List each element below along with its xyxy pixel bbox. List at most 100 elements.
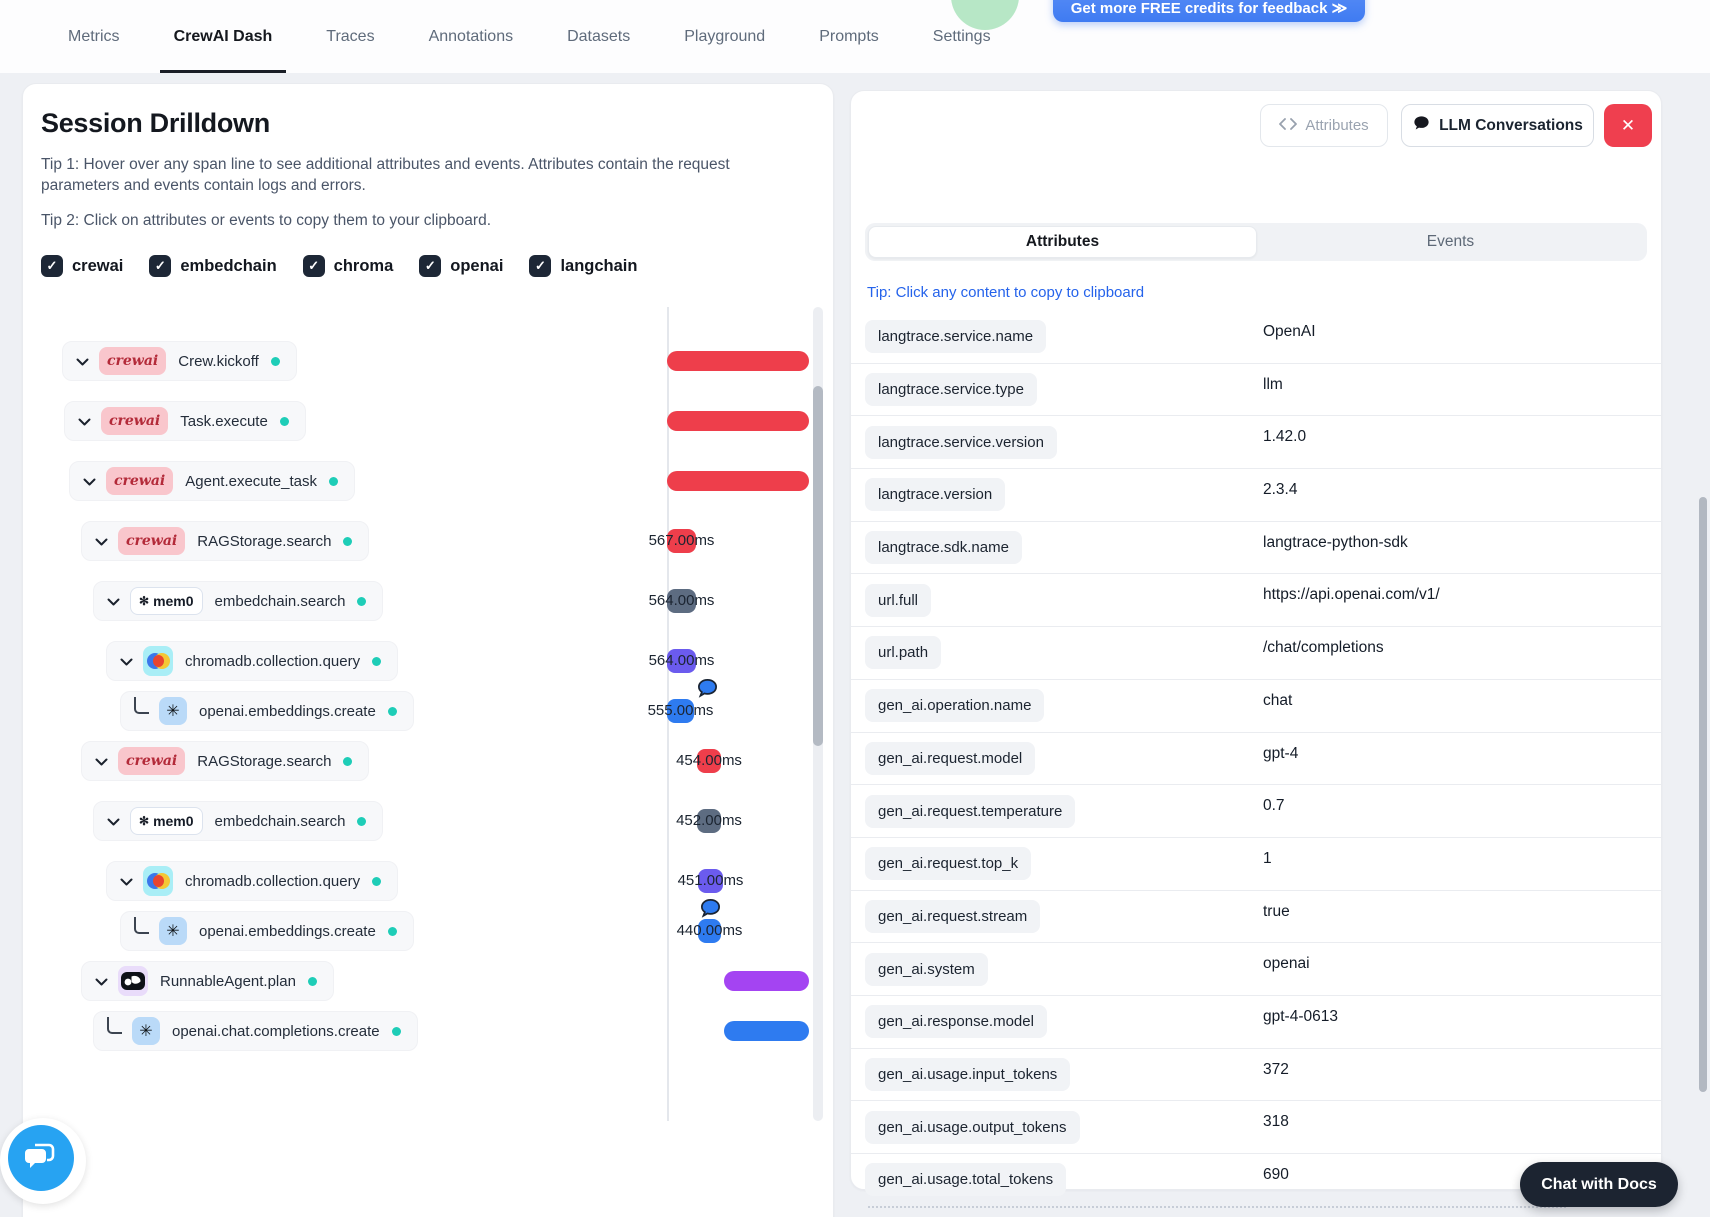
filter-crewai[interactable]: ✓ crewai bbox=[41, 255, 123, 277]
chevron-down-icon[interactable] bbox=[120, 653, 133, 670]
attribute-key-pill[interactable]: gen_ai.request.temperature bbox=[865, 794, 1076, 828]
chevron-down-icon[interactable] bbox=[83, 473, 96, 490]
tab-prompts[interactable]: Prompts bbox=[819, 27, 879, 45]
span-row-runnableagent-plan[interactable]: RunnableAgent.plan bbox=[81, 961, 334, 1001]
span-duration-bar[interactable] bbox=[698, 869, 723, 893]
attribute-value[interactable]: llm bbox=[1263, 375, 1283, 393]
attribute-value[interactable]: chat bbox=[1263, 691, 1293, 709]
span-duration-bar[interactable] bbox=[667, 471, 809, 491]
attribute-value[interactable]: gpt-4 bbox=[1263, 744, 1299, 762]
attribute-key-pill[interactable]: gen_ai.operation.name bbox=[865, 689, 1045, 723]
span-duration-bar[interactable] bbox=[667, 589, 696, 613]
tab-events[interactable]: Events bbox=[1426, 233, 1475, 250]
attribute-value[interactable]: 1 bbox=[1263, 849, 1272, 867]
attribute-key-pill[interactable]: langtrace.sdk.name bbox=[865, 531, 1022, 565]
span-duration-bar[interactable] bbox=[724, 971, 809, 991]
attributes-view-button[interactable]: Attributes bbox=[1260, 104, 1388, 147]
tab-annotations[interactable]: Annotations bbox=[428, 27, 514, 45]
attribute-key-pill[interactable]: gen_ai.usage.total_tokens bbox=[865, 1163, 1067, 1197]
llm-bubble-icon[interactable] bbox=[696, 677, 719, 705]
chevron-down-icon[interactable] bbox=[78, 413, 91, 430]
chat-with-docs-button[interactable]: Chat with Docs bbox=[1520, 1162, 1678, 1207]
llm-bubble-icon[interactable] bbox=[699, 897, 722, 925]
checkbox-crewai[interactable]: ✓ bbox=[41, 255, 63, 277]
span-row-embedchain-search[interactable]: ✻ mem0 embedchain.search bbox=[93, 801, 384, 841]
span-row-chromadb-collection-query[interactable]: chromadb.collection.query bbox=[106, 641, 399, 681]
attribute-key-pill[interactable]: gen_ai.system bbox=[865, 952, 988, 986]
attribute-key-pill[interactable]: gen_ai.usage.output_tokens bbox=[865, 1110, 1080, 1144]
attribute-key-pill[interactable]: gen_ai.request.stream bbox=[865, 899, 1041, 933]
span-duration-bar[interactable] bbox=[698, 919, 721, 943]
chevron-down-icon[interactable] bbox=[107, 813, 120, 830]
attribute-key-pill[interactable]: langtrace.service.name bbox=[865, 320, 1047, 354]
tab-datasets[interactable]: Datasets bbox=[567, 27, 631, 45]
attribute-key-pill[interactable]: langtrace.version bbox=[865, 478, 1006, 512]
span-row-openai-embeddings-create[interactable]: ✳ openai.embeddings.create bbox=[120, 911, 414, 951]
span-row-chromadb-collection-query[interactable]: chromadb.collection.query bbox=[106, 861, 399, 901]
span-duration-bar[interactable] bbox=[667, 699, 694, 723]
chevron-down-icon[interactable] bbox=[95, 973, 108, 990]
checkbox-openai[interactable]: ✓ bbox=[419, 255, 442, 277]
copy-tip-link[interactable]: Tip: Click any content to copy to clipbo… bbox=[867, 284, 1145, 301]
attribute-key-pill[interactable]: gen_ai.request.top_k bbox=[865, 847, 1032, 881]
span-duration-bar[interactable] bbox=[667, 411, 809, 431]
tab-settings[interactable]: Settings bbox=[932, 27, 991, 45]
close-button[interactable]: ✕ bbox=[1604, 104, 1652, 147]
attribute-key-pill[interactable]: url.full bbox=[865, 583, 932, 617]
free-credits-button[interactable]: Get more FREE credits for feedback ≫ bbox=[1053, 0, 1365, 22]
attribute-value[interactable]: true bbox=[1263, 902, 1290, 920]
attribute-key-pill[interactable]: langtrace.service.version bbox=[865, 425, 1057, 459]
span-row-ragstorage-search[interactable]: crewai RAGStorage.search bbox=[81, 741, 370, 781]
checkbox-chroma[interactable]: ✓ bbox=[302, 255, 325, 277]
chevron-down-icon[interactable] bbox=[76, 353, 89, 370]
panel-scrollbar-thumb[interactable] bbox=[813, 386, 823, 746]
filter-chroma[interactable]: ✓ chroma bbox=[302, 255, 393, 277]
tab-metrics[interactable]: Metrics bbox=[68, 27, 120, 45]
chevron-down-icon[interactable] bbox=[95, 753, 108, 770]
attribute-key-pill[interactable]: url.path bbox=[865, 636, 942, 670]
span-row-crew-kickoff[interactable]: crewai Crew.kickoff bbox=[62, 341, 297, 381]
span-row-openai-chat-completions-create[interactable]: ✳ openai.chat.completions.create bbox=[93, 1011, 418, 1051]
span-row-task-execute[interactable]: crewai Task.execute bbox=[64, 401, 306, 441]
filter-langchain[interactable]: ✓ langchain bbox=[529, 255, 637, 277]
tab-traces[interactable]: Traces bbox=[326, 27, 375, 45]
span-row-ragstorage-search[interactable]: crewai RAGStorage.search bbox=[81, 521, 370, 561]
attribute-value[interactable]: gpt-4-0613 bbox=[1263, 1007, 1338, 1025]
tab-attributes[interactable]: Attributes bbox=[868, 226, 1257, 258]
attribute-value[interactable]: 318 bbox=[1263, 1113, 1289, 1131]
attribute-key-pill[interactable]: gen_ai.response.model bbox=[865, 1005, 1047, 1039]
span-duration-bar[interactable] bbox=[697, 749, 721, 773]
chevron-down-icon[interactable] bbox=[95, 533, 108, 550]
span-duration-bar[interactable] bbox=[667, 351, 809, 371]
span-duration-bar[interactable] bbox=[724, 1021, 809, 1041]
attribute-value[interactable]: OpenAI bbox=[1263, 323, 1316, 340]
checkbox-embedchain[interactable]: ✓ bbox=[149, 255, 172, 277]
span-duration-bar[interactable] bbox=[667, 649, 696, 673]
attribute-key-pill[interactable]: gen_ai.request.model bbox=[865, 741, 1036, 775]
attribute-value[interactable]: 0.7 bbox=[1263, 797, 1285, 815]
attribute-value[interactable]: /chat/completions bbox=[1263, 639, 1384, 657]
tab-playground[interactable]: Playground bbox=[684, 27, 766, 45]
attribute-value[interactable]: openai bbox=[1263, 955, 1310, 973]
chevron-down-icon[interactable] bbox=[107, 593, 120, 610]
chat-widget-button[interactable] bbox=[8, 1125, 74, 1191]
checkbox-langchain[interactable]: ✓ bbox=[529, 255, 552, 277]
attribute-value[interactable]: 372 bbox=[1263, 1060, 1289, 1078]
filter-embedchain[interactable]: ✓ embedchain bbox=[149, 255, 277, 277]
filter-openai[interactable]: ✓ openai bbox=[419, 255, 503, 277]
attribute-key-pill[interactable]: langtrace.service.type bbox=[865, 373, 1037, 407]
span-row-openai-embeddings-create[interactable]: ✳ openai.embeddings.create bbox=[120, 691, 414, 731]
attribute-value[interactable]: 1.42.0 bbox=[1263, 428, 1307, 446]
attribute-value[interactable]: langtrace-python-sdk bbox=[1263, 533, 1408, 551]
span-duration-bar[interactable] bbox=[667, 529, 696, 553]
page-scrollbar-thumb[interactable] bbox=[1699, 497, 1707, 1092]
chevron-down-icon[interactable] bbox=[120, 873, 133, 890]
span-row-embedchain-search[interactable]: ✻ mem0 embedchain.search bbox=[93, 581, 384, 621]
span-row-agent-execute-task[interactable]: crewai Agent.execute_task bbox=[69, 461, 356, 501]
attribute-value[interactable]: 690 bbox=[1263, 1166, 1289, 1183]
attribute-value[interactable]: https://api.openai.com/v1/ bbox=[1263, 586, 1440, 604]
attribute-key-pill[interactable]: gen_ai.usage.input_tokens bbox=[865, 1057, 1071, 1091]
span-duration-bar[interactable] bbox=[697, 809, 721, 833]
attribute-value[interactable]: 2.3.4 bbox=[1263, 481, 1298, 499]
llm-conversations-button[interactable]: LLM Conversations bbox=[1401, 104, 1594, 147]
